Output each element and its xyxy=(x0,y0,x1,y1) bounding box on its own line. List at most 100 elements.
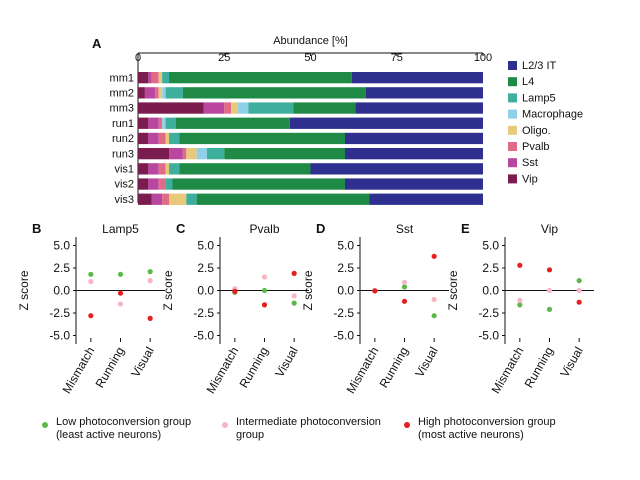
bar-run3-oligo xyxy=(186,148,197,160)
panel-c-xtick-label-running: Running xyxy=(237,345,271,391)
panel-a-tick-label-50: 50 xyxy=(304,52,316,64)
panel-e-point-visual-series-1 xyxy=(576,287,582,294)
panel-b-ytick-label-0-0: 0.0 xyxy=(53,284,70,298)
panel-d-ytick-label-5-0: -5.0 xyxy=(333,329,354,343)
bar-category-label-run3: run3 xyxy=(112,148,134,160)
panel-e-title: Vip xyxy=(541,222,558,236)
panel-c-point-visual-series-1 xyxy=(291,293,297,299)
panel-d-point-running-series-1 xyxy=(401,279,408,285)
panel-a-title: Abundance [%] xyxy=(273,35,348,47)
panel-b-ylabel: Z score xyxy=(17,270,31,310)
legend-label-lamp5: Lamp5 xyxy=(522,92,556,104)
panel-b-point-mismatch-series-0 xyxy=(88,271,94,277)
panel-d-ytick-label-5-0: 5.0 xyxy=(337,239,354,253)
bar-vis1-sst xyxy=(148,163,159,175)
bar-mm2-sst xyxy=(144,87,156,99)
panel-c-point-visual-series-0 xyxy=(291,300,297,306)
panel-b-point-running-series-2 xyxy=(117,290,124,296)
panel-b-xtick-label-mismatch: Mismatch xyxy=(60,345,98,396)
bar-run3-lamp5 xyxy=(207,148,225,160)
legend-label-oligo: Oligo. xyxy=(522,125,551,137)
legend-dot-intermediate xyxy=(222,422,228,428)
panel-label-a: A xyxy=(92,36,102,51)
panel-c-point-mismatch-series-2 xyxy=(232,288,238,294)
bar-mm3-l4 xyxy=(293,102,356,114)
panel-c-ytick-label-5-0: -5.0 xyxy=(193,329,214,343)
bar-run3-macrophage xyxy=(196,148,207,160)
panel-b-ytick-label-5-0: 5.0 xyxy=(53,239,70,253)
legend-label-l4: L4 xyxy=(522,76,534,88)
bar-vis1-l2-3-it xyxy=(310,163,483,175)
legend-swatch-oligo xyxy=(508,125,517,135)
bar-vis1-vip xyxy=(138,163,149,175)
bar-category-label-vis2: vis2 xyxy=(114,179,134,191)
panel-d-point-mismatch-series-2 xyxy=(372,288,378,294)
bottom-legend-intermediate: Intermediate photoconversion group xyxy=(222,416,381,442)
bar-run2-sst xyxy=(148,132,159,145)
bar-vis3-sst xyxy=(151,193,163,205)
bar-mm1-vip xyxy=(138,72,149,84)
bar-run1-vip xyxy=(138,117,149,129)
bar-mm1-l4 xyxy=(169,72,352,84)
panel-b-point-mismatch-series-1 xyxy=(88,278,94,285)
bar-run3-sst xyxy=(169,148,183,160)
panel-e-ytick-label-5-0: -5.0 xyxy=(478,329,499,343)
bar-mm1-l2-3-it xyxy=(351,72,483,84)
panel-c-point-visual-series-2 xyxy=(291,270,297,276)
bottom-legend-high: High photoconversion group (most active … xyxy=(404,416,556,442)
legend-dot-low xyxy=(42,422,48,428)
bar-run2-l2-3-it xyxy=(345,132,483,145)
bar-mm2-l4 xyxy=(182,87,366,99)
panel-b-point-visual-series-1 xyxy=(147,278,153,284)
panel-b-point-visual-series-0 xyxy=(147,269,153,275)
panel-c-ytick-label-2-5: -2.5 xyxy=(193,306,214,320)
panel-c-point-running-series-1 xyxy=(261,274,268,280)
bar-vis1-lamp5 xyxy=(169,163,180,175)
panel-b-point-mismatch-series-2 xyxy=(88,313,94,319)
bar-category-label-mm2: mm2 xyxy=(110,88,134,100)
legend-label-sst: Sst xyxy=(522,157,538,169)
panel-e-xtick-label-visual: Visual xyxy=(557,345,585,380)
panel-b-xtick-label-running: Running xyxy=(93,345,127,391)
bar-mm1-pvalb xyxy=(151,72,159,84)
panel-e-ytick-label-2-5: 2.5 xyxy=(482,261,499,275)
bar-category-label-vis3: vis3 xyxy=(114,194,134,206)
bar-vis3-pvalb xyxy=(162,193,170,205)
bar-mm3-l2-3-it xyxy=(355,102,483,114)
bar-mm3-lamp5 xyxy=(248,102,294,114)
panel-e-xtick-label-running: Running xyxy=(522,345,556,391)
bar-mm3-vip xyxy=(138,102,204,114)
legend-label-vip: Vip xyxy=(522,173,538,185)
panel-c-ylabel: Z score xyxy=(161,270,175,310)
panel-c-xtick-label-visual: Visual xyxy=(272,345,300,380)
bar-run1-lamp5 xyxy=(165,117,176,129)
panel-e-point-mismatch-series-0 xyxy=(517,302,523,308)
legend-label-pvalb: Pvalb xyxy=(522,141,550,153)
bar-vis3-l2-3-it xyxy=(369,193,483,205)
panel-c-title: Pvalb xyxy=(249,222,279,236)
legend-swatch-sst xyxy=(508,158,517,168)
legend-dot-high xyxy=(404,422,410,428)
panel-e-point-visual-series-0 xyxy=(576,278,582,284)
panel-a-tick-label-25: 25 xyxy=(218,52,230,64)
bar-vis3-oligo xyxy=(169,193,187,205)
bar-vis3-l4 xyxy=(196,193,370,205)
panel-d-point-visual-series-1 xyxy=(431,296,437,303)
bar-category-label-run2: run2 xyxy=(112,133,134,145)
panel-b-point-running-series-0 xyxy=(117,271,124,277)
bar-run2-lamp5 xyxy=(169,132,180,145)
bar-run1-sst xyxy=(148,117,159,129)
legend-high-line2: (most active neurons) xyxy=(418,429,524,441)
panel-label-c: C xyxy=(176,221,186,236)
bar-vis1-l4 xyxy=(179,163,311,175)
panel-d-xtick-label-mismatch: Mismatch xyxy=(344,345,382,396)
bar-mm2-l2-3-it xyxy=(365,87,483,99)
bar-category-label-mm1: mm1 xyxy=(110,72,134,84)
bar-run2-oligo xyxy=(165,132,170,145)
bar-vis2-lamp5 xyxy=(165,178,173,190)
panel-b-xtick-label-visual: Visual xyxy=(128,345,156,380)
legend-high-line1: High photoconversion group xyxy=(418,416,556,428)
bar-mm2-pvalb xyxy=(155,87,159,99)
panel-b-ytick-label-5-0: -5.0 xyxy=(49,329,70,343)
bar-vis2-l2-3-it xyxy=(345,178,483,190)
